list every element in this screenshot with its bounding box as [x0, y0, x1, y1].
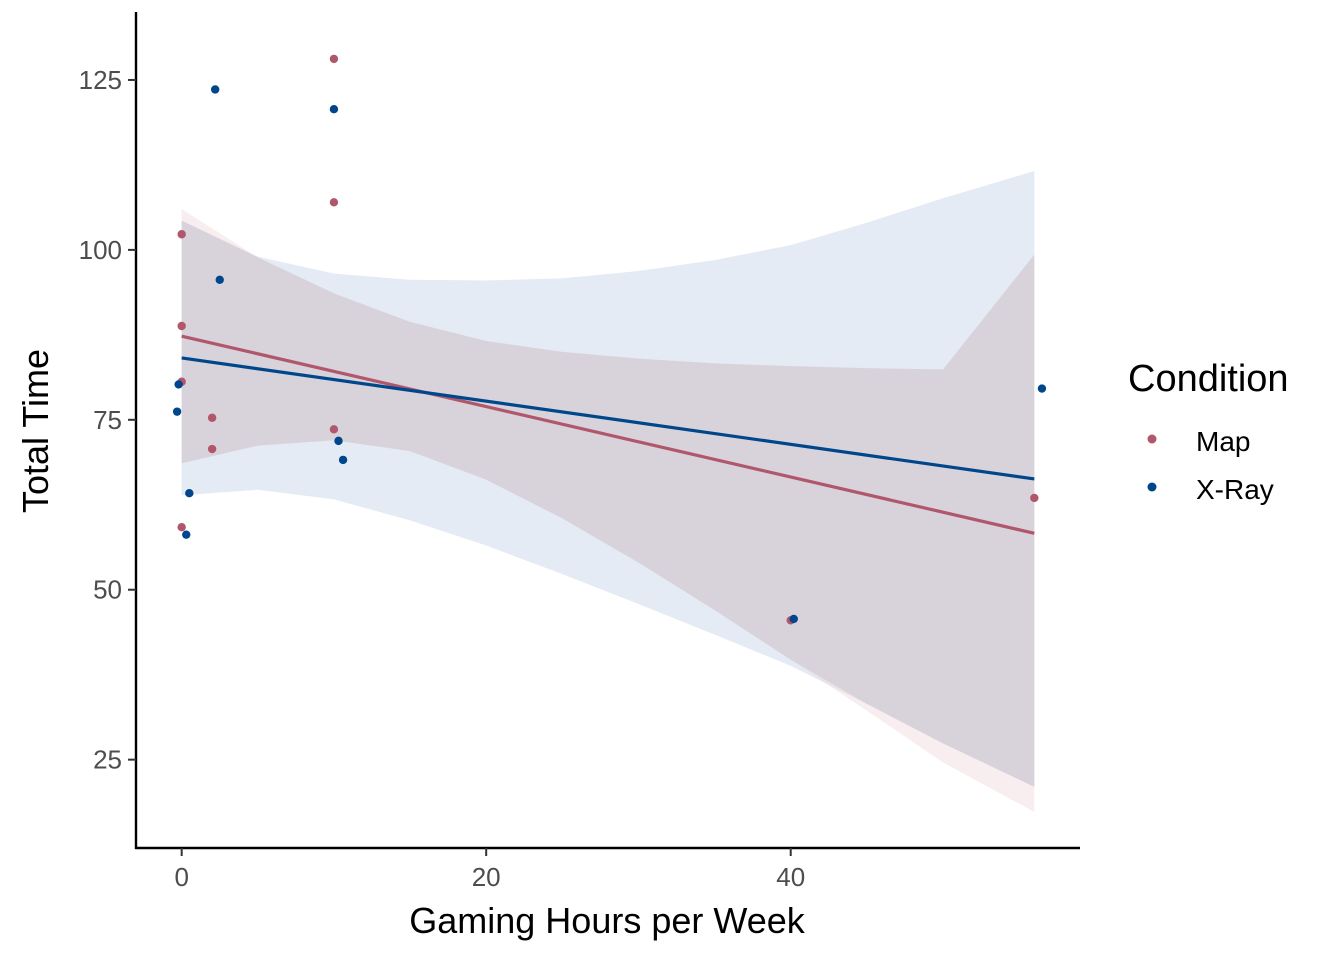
y-tick-label: 25	[93, 745, 122, 775]
point-map	[329, 425, 339, 434]
legend-label: Map	[1196, 426, 1250, 457]
point-x-ray	[215, 275, 224, 284]
point-x-ray	[338, 455, 348, 465]
point-x-ray	[334, 436, 343, 446]
confidence-band-x-ray	[181, 171, 1035, 787]
point-map	[329, 54, 339, 64]
point-map	[207, 444, 217, 454]
point-x-ray	[174, 380, 183, 389]
x-tick-label: 40	[776, 862, 805, 892]
fit-line-map	[181, 334, 1035, 535]
confidence-bands	[181, 171, 1035, 812]
fit-line-x-ray	[181, 356, 1035, 481]
point-map	[177, 230, 186, 239]
x-tick-label: 0	[174, 862, 188, 892]
point-map	[207, 413, 217, 422]
legend-key-map	[1147, 434, 1157, 444]
legend: Condition Map X-Ray	[1128, 358, 1289, 505]
point-x-ray	[185, 489, 194, 498]
point-x-ray	[210, 85, 220, 94]
legend-label: X-Ray	[1196, 474, 1274, 505]
point-x-ray	[1037, 384, 1047, 393]
y-tick-label: 125	[79, 65, 122, 95]
data-points	[172, 54, 1047, 625]
point-x-ray	[172, 407, 182, 416]
point-x-ray	[789, 614, 798, 624]
x-axis-title: Gaming Hours per Week	[409, 900, 805, 941]
legend-items: Map X-Ray	[1147, 426, 1274, 505]
point-map	[329, 198, 339, 207]
point-map	[177, 321, 186, 331]
x-tick-label: 20	[472, 862, 501, 892]
y-axis-title: Total Time	[15, 349, 56, 513]
point-map	[1030, 493, 1039, 503]
axes: 0 20 40 25 50 75 100 125	[79, 12, 1080, 892]
legend-title: Condition	[1128, 358, 1289, 400]
point-map	[177, 522, 186, 532]
legend-key-x-ray	[1147, 482, 1157, 492]
confidence-band-overlap	[181, 220, 1035, 787]
y-tick-label: 50	[93, 575, 122, 605]
fit-lines	[181, 334, 1035, 535]
confidence-band-map	[181, 209, 1035, 812]
point-x-ray	[182, 530, 191, 539]
y-tick-label: 75	[93, 405, 122, 435]
point-x-ray	[329, 104, 339, 114]
y-tick-label: 100	[79, 235, 122, 265]
